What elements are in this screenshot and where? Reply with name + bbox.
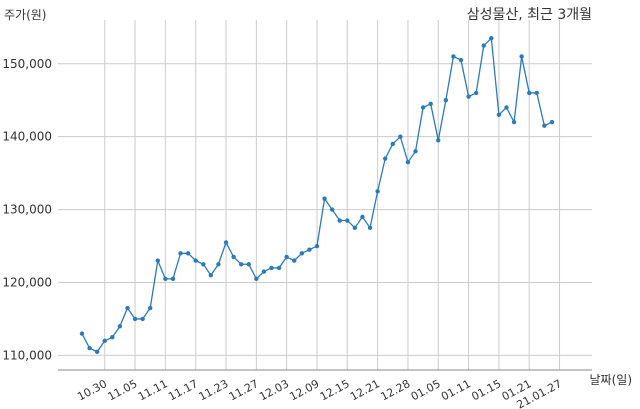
data-point xyxy=(117,324,123,329)
x-tick-label: 12.03 xyxy=(257,377,291,403)
data-point xyxy=(383,156,388,161)
grid xyxy=(58,20,592,370)
data-point xyxy=(436,138,441,143)
data-point xyxy=(337,218,342,223)
data-point xyxy=(284,254,289,260)
data-point xyxy=(238,262,244,267)
chart-title: 삼성물산, 최근 3개월 xyxy=(467,7,592,23)
x-tick-label: 01.05 xyxy=(409,377,443,403)
x-tick-label: 12.15 xyxy=(318,377,352,403)
x-tick-label: 01.11 xyxy=(439,377,473,403)
data-point xyxy=(261,269,267,274)
x-tick-label: 12.21 xyxy=(348,377,382,403)
data-point xyxy=(140,316,145,322)
data-point xyxy=(246,262,251,267)
x-tick-label: 11.23 xyxy=(197,377,231,403)
data-point xyxy=(405,159,411,165)
data-point xyxy=(489,36,494,41)
x-tick-label: 12.09 xyxy=(287,377,321,403)
data-point xyxy=(307,247,312,252)
x-tick-label: 01.15 xyxy=(469,377,503,403)
y-tick-label: 120,000 xyxy=(2,276,52,290)
x-tick-label: 10.30 xyxy=(75,377,109,403)
y-tick-label: 140,000 xyxy=(2,130,52,144)
x-tick-labels: 10.3011.0511.1111.1711.2311.2712.0312.09… xyxy=(75,377,564,409)
data-point xyxy=(87,345,92,351)
data-point xyxy=(549,119,555,125)
x-axis-label: 날짜(일) xyxy=(590,373,632,387)
data-point xyxy=(428,101,433,107)
data-point xyxy=(466,94,471,99)
series xyxy=(79,36,555,354)
x-tick-label: 11.27 xyxy=(227,377,261,403)
data-point xyxy=(534,90,539,96)
data-point xyxy=(223,240,229,245)
data-point xyxy=(185,251,191,256)
data-point xyxy=(314,243,320,249)
data-point xyxy=(155,258,160,263)
data-point xyxy=(125,305,130,311)
data-point xyxy=(170,276,176,282)
data-point xyxy=(94,349,100,354)
data-point xyxy=(451,54,456,59)
data-point xyxy=(481,43,486,48)
data-point xyxy=(352,225,358,231)
data-point xyxy=(367,225,373,231)
x-tick-label: 11.17 xyxy=(166,377,200,403)
data-point xyxy=(390,141,395,147)
y-tick-label: 150,000 xyxy=(2,57,52,71)
data-point xyxy=(511,119,517,125)
data-point xyxy=(79,331,85,336)
x-tick-label: 11.05 xyxy=(106,377,140,403)
data-point xyxy=(542,123,547,128)
data-point xyxy=(519,54,524,59)
data-point xyxy=(527,90,532,96)
data-point xyxy=(201,262,206,267)
data-point xyxy=(292,258,297,263)
data-point xyxy=(216,262,221,267)
data-point xyxy=(345,218,350,223)
data-point xyxy=(443,98,449,103)
data-point xyxy=(208,273,214,278)
data-point xyxy=(398,134,403,139)
data-point xyxy=(178,251,183,256)
data-point xyxy=(148,305,153,311)
data-point xyxy=(329,207,335,212)
data-point xyxy=(322,196,327,201)
x-tick-label: 11.11 xyxy=(136,377,170,403)
data-point xyxy=(102,338,107,344)
data-point xyxy=(420,105,426,110)
data-point xyxy=(276,265,282,271)
data-point xyxy=(299,251,305,256)
data-point xyxy=(375,189,380,194)
y-tick-labels: 110,000 120,000 130,000 140,000 150,000 xyxy=(2,57,52,363)
data-point xyxy=(231,254,236,260)
data-point xyxy=(458,57,464,63)
data-point xyxy=(496,112,502,117)
data-point xyxy=(504,105,509,110)
y-axis-label: 주가(원) xyxy=(4,8,46,22)
y-tick-label: 130,000 xyxy=(2,203,52,217)
data-point xyxy=(269,265,274,271)
x-tick-label: 12.28 xyxy=(378,377,412,403)
data-point xyxy=(110,334,115,340)
data-point xyxy=(254,276,259,282)
data-point xyxy=(193,258,198,263)
y-tick-label: 110,000 xyxy=(2,348,52,362)
data-point xyxy=(132,316,138,322)
data-point xyxy=(473,90,479,96)
data-point xyxy=(163,276,168,282)
data-point xyxy=(413,149,418,154)
data-point xyxy=(360,214,365,220)
